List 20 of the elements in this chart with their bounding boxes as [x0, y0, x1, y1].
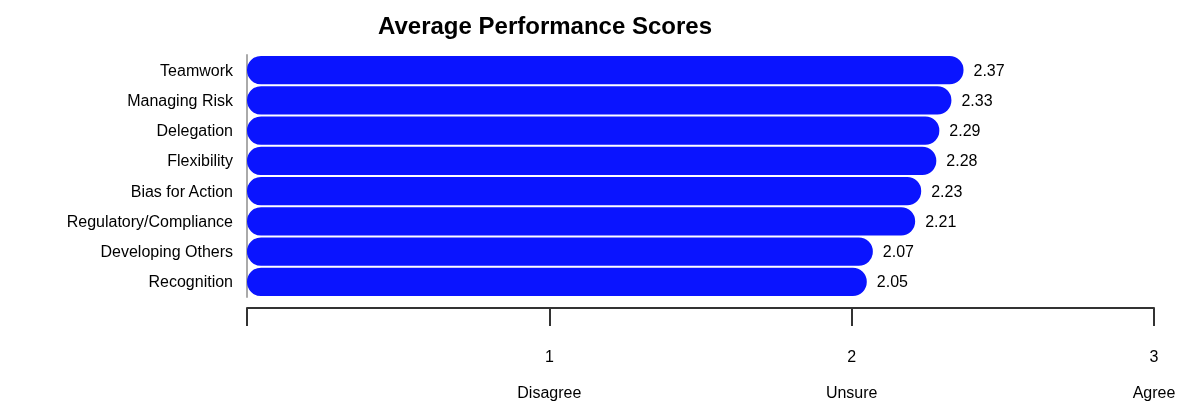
data-label: 2.23	[931, 182, 963, 200]
data-label: 2.21	[925, 212, 957, 230]
y-tick-label: Developing Others	[100, 243, 233, 261]
y-tick-label: Regulatory/Compliance	[66, 212, 234, 230]
data-label: 2.05	[876, 273, 909, 291]
x-tick-label: 2 Unsure	[825, 347, 878, 401]
y-tick-label: Flexibility	[167, 152, 233, 170]
y-tick-label: Delegation	[156, 122, 233, 140]
y-tick-label: Recognition	[148, 273, 233, 291]
data-label: 2.07	[882, 243, 915, 261]
data-label: 2.37	[973, 61, 1005, 79]
data-label: 2.29	[949, 122, 981, 140]
chart-title: Average Performance Scores	[378, 11, 712, 39]
data-label: 2.33	[961, 91, 993, 109]
x-tick-label: 3 Agree	[1132, 347, 1176, 401]
y-tick-label: Teamwork	[160, 61, 234, 79]
data-label: 2.28	[946, 152, 978, 170]
x-tick-label: 1 Disagree	[517, 347, 582, 401]
y-tick-label: Bias for Action	[130, 182, 233, 200]
y-tick-label: Managing Risk	[127, 91, 234, 109]
